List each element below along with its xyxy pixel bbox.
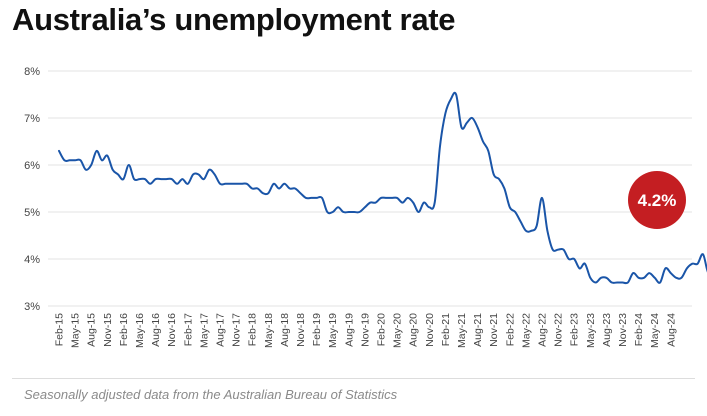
y-tick-label: 8%	[24, 66, 40, 78]
y-tick-label: 4%	[24, 254, 40, 266]
y-tick-label: 7%	[24, 113, 40, 125]
badge-label: 4.2%	[638, 191, 677, 210]
footer-divider	[12, 378, 695, 379]
series-layer	[58, 91, 707, 285]
x-tick-label: Aug-18	[279, 313, 291, 347]
chart-title: Australia’s unemployment rate	[12, 2, 456, 37]
x-tick-label: Nov-22	[553, 313, 565, 347]
x-tick-label: Aug-19	[343, 313, 355, 347]
x-tick-label: Aug-16	[150, 313, 162, 347]
x-tick-label: Nov-21	[488, 313, 500, 347]
x-tick-label: May-17	[198, 313, 210, 348]
x-tick-label: Nov-20	[424, 313, 436, 347]
x-tick-label: Feb-22	[504, 313, 516, 346]
x-tick-label: Feb-17	[182, 313, 194, 346]
x-tick-label: May-20	[392, 313, 404, 348]
series-line	[58, 91, 707, 285]
x-tick-label: May-19	[327, 313, 339, 348]
x-tick-label: Nov-16	[166, 313, 178, 347]
x-tick-label: Aug-22	[537, 313, 549, 347]
x-tick-label: Aug-23	[601, 313, 613, 347]
x-tick-label: May-24	[649, 313, 661, 348]
x-tick-label: Aug-24	[665, 313, 677, 347]
x-tick-label: May-15	[70, 313, 82, 348]
x-tick-label: May-23	[585, 313, 597, 348]
x-tick-label: Aug-15	[86, 313, 98, 347]
x-tick-label: Feb-24	[633, 313, 645, 346]
x-tick-label: Aug-21	[472, 313, 484, 347]
source-note: Seasonally adjusted data from the Austra…	[24, 387, 398, 402]
y-tick-label: 3%	[24, 301, 40, 313]
y-tick-label: 6%	[24, 160, 40, 172]
x-tick-label: Nov-19	[359, 313, 371, 347]
x-tick-label: Feb-19	[311, 313, 323, 346]
x-tick-label: Feb-15	[54, 313, 66, 346]
y-axis: 8% 7% 6% 5% 4% 3%	[24, 66, 40, 313]
line-chart: 8%7%6%5%4%3% Feb-15 May-15 Aug-15 Nov-15 Feb…	[24, 66, 707, 348]
x-tick-label: Nov-15	[102, 313, 114, 347]
x-tick-label: Nov-23	[617, 313, 629, 347]
badge-circle	[628, 171, 686, 229]
x-tick-label: Feb-23	[569, 313, 581, 346]
x-tick-label: Aug-20	[408, 313, 420, 347]
x-tick-label: May-18	[263, 313, 275, 348]
gridlines	[48, 70, 692, 307]
x-tick-label: May-16	[134, 313, 146, 348]
latest-value-badge: 4.2%	[628, 171, 686, 229]
x-tick-label: Aug-17	[215, 313, 227, 347]
x-axis: Feb-15 May-15 Aug-15 Nov-15 Feb-16 May-16 Aug-…	[54, 313, 678, 348]
y-tick-label: 5%	[24, 207, 40, 219]
x-tick-label: May-22	[520, 313, 532, 348]
x-tick-label: Nov-18	[295, 313, 307, 347]
x-tick-label: Feb-20	[376, 313, 388, 346]
x-tick-label: Feb-16	[118, 313, 130, 346]
x-tick-label: Feb-21	[440, 313, 452, 346]
x-tick-label: Feb-18	[247, 313, 259, 346]
x-tick-label: Nov-17	[231, 313, 243, 347]
x-tick-label: May-21	[456, 313, 468, 348]
